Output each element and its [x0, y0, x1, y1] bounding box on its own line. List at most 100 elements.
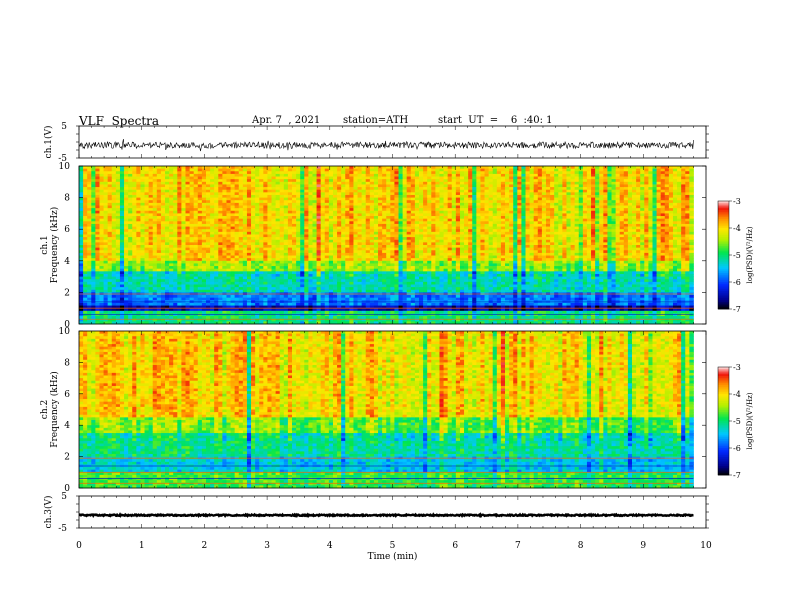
- spectrogram-cell: [275, 197, 281, 201]
- spectrogram-cell: [332, 197, 338, 201]
- spectrogram-cell: [390, 218, 395, 222]
- spectrogram-cell: [361, 166, 367, 170]
- spectrogram-cell: [152, 260, 158, 264]
- spectrogram-cell: [255, 216, 260, 220]
- spectrogram-cell: [107, 192, 113, 196]
- spectrogram-cell: [259, 297, 264, 301]
- spectrogram-cell: [238, 213, 244, 217]
- spectrogram-cell: [214, 316, 219, 320]
- spectrogram-cell: [386, 316, 391, 320]
- spectrogram-cell: [111, 194, 117, 198]
- spectrogram-cell: [386, 200, 391, 204]
- spectrogram-cell: [197, 260, 203, 264]
- spectrogram-cell: [160, 266, 166, 270]
- spectrogram-cell: [361, 263, 367, 267]
- spectrogram-cell: [410, 295, 416, 299]
- spectrogram-cell: [115, 252, 121, 256]
- spectrogram-cell: [300, 295, 305, 299]
- spectrogram-cell: [201, 197, 207, 201]
- spectrogram-cell: [419, 184, 424, 188]
- spectrogram-cell: [292, 245, 297, 249]
- spectrogram-cell: [300, 271, 305, 275]
- spectrogram-cell: [165, 242, 170, 246]
- spectrogram-cell: [132, 234, 137, 238]
- spectrogram-cell: [222, 187, 227, 191]
- spectrogram-cell: [173, 318, 178, 322]
- spectrogram-cell: [263, 208, 268, 212]
- spectrogram-cell: [353, 197, 358, 201]
- spectrogram-cell: [197, 255, 203, 259]
- spectrogram-cell: [197, 308, 203, 312]
- spectrogram-cell: [259, 192, 264, 196]
- spectrogram-cell: [345, 268, 350, 272]
- spectrogram-cell: [156, 268, 162, 272]
- spectrogram-cell: [287, 289, 293, 293]
- spectrogram-cell: [193, 266, 199, 270]
- spectrogram-cell: [124, 263, 129, 267]
- spectrogram-cell: [308, 281, 313, 285]
- spectrogram-cell: [107, 200, 113, 204]
- spectrogram-cell: [169, 252, 174, 256]
- spectrogram-cell: [414, 276, 420, 280]
- spectrogram-cell: [398, 242, 404, 246]
- spectrogram-cell: [210, 321, 215, 325]
- spectrogram-cell: [234, 166, 240, 170]
- spectrogram-cell: [107, 173, 113, 177]
- spectrogram-cell: [287, 260, 293, 264]
- spectrogram-cell: [132, 297, 137, 301]
- spectrogram-cell: [205, 305, 211, 309]
- spectrogram-cell: [369, 237, 375, 241]
- spectrogram-cell: [124, 295, 129, 299]
- spectrogram-cell: [210, 305, 215, 309]
- spectrogram-cell: [185, 237, 191, 241]
- spectrogram-cell: [251, 176, 256, 180]
- spectrogram-cell: [234, 216, 240, 220]
- spectrogram-cell: [226, 273, 231, 277]
- spectrogram-cell: [169, 166, 174, 170]
- spectrogram-cell: [226, 231, 231, 235]
- spectrogram-cell: [95, 289, 100, 293]
- spectrogram-cell: [185, 260, 191, 264]
- spectrogram-cell: [173, 252, 178, 256]
- spectrogram-cell: [201, 308, 207, 312]
- spectrogram-cell: [124, 202, 129, 206]
- spectrogram-cell: [173, 213, 178, 217]
- spectrogram-cell: [95, 221, 100, 225]
- spectrogram-cell: [328, 210, 334, 214]
- spectrogram-cell: [390, 179, 395, 183]
- spectrogram-cell: [95, 308, 100, 312]
- spectrogram-cell: [230, 229, 236, 233]
- spectrogram-cell: [394, 250, 399, 254]
- spectrogram-cell: [369, 171, 375, 175]
- spectrogram-cell: [197, 231, 203, 235]
- spectrogram-cell: [197, 284, 203, 288]
- spectrogram-cell: [165, 250, 170, 254]
- spectrogram-cell: [201, 239, 207, 243]
- spectrogram-cell: [296, 273, 301, 277]
- spectrogram-cell: [185, 287, 191, 291]
- spectrogram-cell: [238, 321, 244, 325]
- spectrogram-cell: [402, 247, 408, 251]
- spectrogram-cell: [263, 173, 268, 177]
- spectrogram-cell: [83, 202, 88, 206]
- spectrogram-cell: [394, 194, 399, 198]
- spectrogram-cell: [226, 287, 231, 291]
- spectrogram-cell: [402, 284, 408, 288]
- spectrogram-cell: [251, 205, 256, 209]
- spectrogram-cell: [365, 239, 371, 243]
- spectrogram-cell: [414, 250, 420, 254]
- spectrogram-cell: [382, 279, 387, 283]
- spectrogram-cell: [218, 276, 223, 280]
- spectrogram-cell: [124, 168, 129, 172]
- spectrogram-cell: [357, 313, 363, 317]
- spectrogram-cell: [83, 218, 88, 222]
- spectrogram-cell: [218, 179, 223, 183]
- spectrogram-cell: [337, 237, 342, 241]
- spectrogram-cell: [332, 284, 338, 288]
- spectrogram-cell: [341, 302, 346, 306]
- spectrogram-cell: [160, 321, 166, 325]
- spectrogram-cell: [390, 202, 395, 206]
- spectrogram-cell: [91, 197, 96, 201]
- spectrogram-cell: [160, 213, 166, 217]
- spectrogram-cell: [390, 305, 395, 309]
